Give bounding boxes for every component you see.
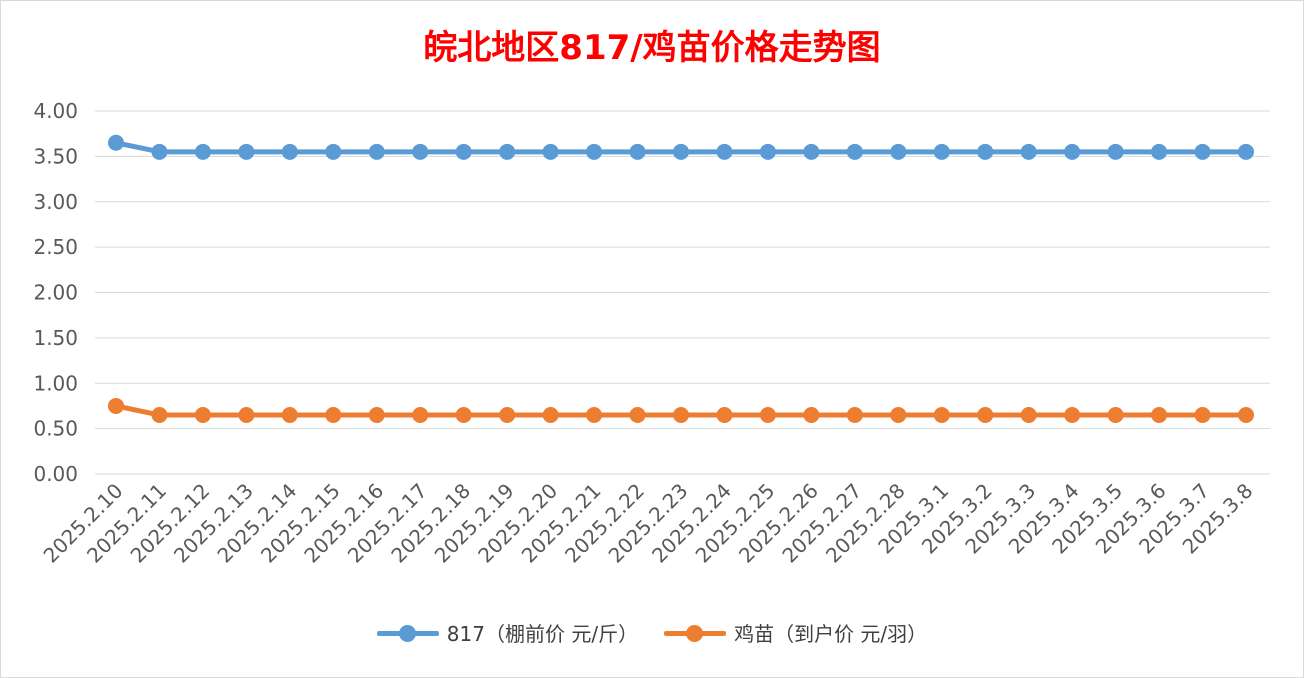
data-point (1020, 143, 1037, 160)
y-tick-label: 1.50 (33, 326, 78, 350)
data-point (1107, 407, 1124, 424)
data-point (455, 143, 472, 160)
data-point (586, 143, 603, 160)
data-point (368, 143, 385, 160)
data-point (890, 143, 907, 160)
data-point (499, 407, 516, 424)
data-point (803, 407, 820, 424)
legend-marker-817 (398, 624, 416, 642)
data-point (542, 143, 559, 160)
data-point (194, 407, 211, 424)
data-point (1020, 407, 1037, 424)
data-point (846, 143, 863, 160)
legend-swatch-chick (664, 623, 727, 643)
y-axis-ticks: 0.00 0.50 1.00 1.50 2.00 2.50 3.00 3.50 4.00 (33, 99, 78, 486)
data-point (890, 407, 907, 424)
legend-swatch-817 (376, 623, 439, 643)
data-point (1238, 143, 1254, 160)
chart-title: 皖北地区817/鸡苗价格走势图 (423, 28, 881, 68)
y-tick-label: 2.50 (33, 235, 78, 259)
y-tick-label: 0.00 (33, 462, 78, 486)
x-axis-ticks: 2025.2.102025.2.112025.2.122025.2.132025… (39, 479, 1258, 568)
data-point (933, 407, 950, 424)
data-point (1151, 143, 1168, 160)
data-point (281, 143, 298, 160)
data-point (586, 407, 603, 424)
data-point (108, 134, 124, 151)
data-point (673, 407, 689, 424)
data-point (1194, 407, 1211, 424)
data-point (977, 143, 994, 160)
legend-item-817: 817（棚前价 元/斤） (376, 618, 639, 647)
data-point (542, 407, 559, 424)
data-point (238, 143, 255, 160)
data-point (1064, 143, 1081, 160)
data-point (629, 407, 646, 424)
data-point (629, 143, 646, 160)
data-point (933, 143, 950, 160)
y-tick-label: 3.50 (33, 144, 78, 168)
data-point (108, 397, 124, 414)
series-layer (108, 134, 1254, 424)
y-tick-label: 0.50 (33, 417, 78, 441)
data-point (412, 407, 429, 424)
data-point (716, 143, 733, 160)
data-point (455, 407, 472, 424)
data-point (281, 407, 298, 424)
y-tick-label: 4.00 (33, 99, 78, 123)
legend: 817（棚前价 元/斤） 鸡苗（到户价 元/羽） (0, 618, 1304, 647)
data-point (846, 407, 863, 424)
data-point (412, 143, 429, 160)
data-point (673, 143, 689, 160)
data-point (1151, 407, 1168, 424)
data-point (194, 143, 211, 160)
series-0 (108, 134, 1254, 160)
legend-label-817: 817（棚前价 元/斤） (446, 622, 639, 646)
data-point (1238, 407, 1254, 424)
series-1 (108, 397, 1254, 424)
legend-label-chick: 鸡苗（到户价 元/羽） (734, 622, 928, 646)
data-point (803, 143, 820, 160)
data-point (1064, 407, 1081, 424)
y-tick-label: 1.00 (33, 371, 78, 395)
data-point (368, 407, 385, 424)
y-tick-label: 2.00 (33, 281, 78, 305)
y-tick-label: 3.00 (33, 190, 78, 214)
data-point (1107, 143, 1124, 160)
data-point (716, 407, 733, 424)
data-point (325, 407, 342, 424)
data-point (238, 407, 255, 424)
data-point (151, 143, 168, 160)
data-point (977, 407, 994, 424)
data-point (325, 143, 342, 160)
legend-marker-chick (686, 624, 704, 642)
legend-item-chick: 鸡苗（到户价 元/羽） (664, 618, 927, 647)
data-point (759, 407, 776, 424)
data-point (759, 143, 776, 160)
data-point (151, 407, 168, 424)
data-point (1194, 143, 1211, 160)
data-point (499, 143, 516, 160)
gridlines (95, 110, 1270, 475)
